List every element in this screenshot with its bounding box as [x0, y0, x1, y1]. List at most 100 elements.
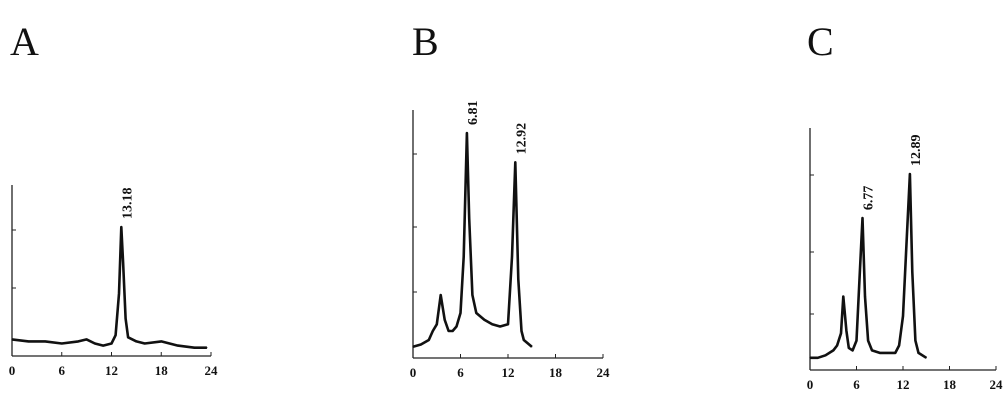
trace-point	[124, 317, 127, 320]
chromatogram-trace	[11, 225, 207, 349]
x-tick-label: 24	[205, 363, 219, 378]
trace-point	[94, 342, 96, 345]
trace-point	[483, 319, 485, 321]
trace-point	[879, 352, 881, 354]
panel-label-b: B	[412, 19, 439, 64]
trace-point	[120, 226, 122, 228]
x-tick-label: 0	[410, 365, 417, 380]
trace-point	[499, 325, 501, 328]
x-tick-label: 18	[549, 365, 563, 380]
x-tick-label: 18	[943, 377, 957, 392]
trace-point	[914, 340, 917, 342]
trace-point	[911, 271, 913, 273]
trace-point	[491, 323, 493, 325]
trace-point	[436, 323, 438, 325]
trace-point	[206, 347, 208, 349]
trace-point	[468, 217, 470, 220]
trace-point	[517, 278, 519, 280]
trace-point	[852, 349, 854, 351]
trace-point	[11, 338, 13, 340]
x-tick-label: 6	[853, 377, 860, 392]
peak-label: 12.92	[514, 123, 529, 155]
trace-point	[135, 340, 137, 343]
trace-point	[845, 330, 848, 332]
trace-point	[432, 330, 434, 332]
trace-point	[448, 330, 450, 332]
trace-point	[832, 349, 834, 351]
trace-point	[115, 334, 117, 336]
trace-point	[859, 276, 861, 278]
trace-point	[909, 173, 911, 175]
trace-point	[861, 217, 864, 219]
trace-point	[144, 342, 146, 345]
trace-point	[440, 294, 442, 296]
trace-point	[898, 344, 900, 347]
peak-label: 6.77	[862, 186, 877, 211]
peak-label: 12.89	[909, 135, 924, 167]
x-tick-label: 12	[897, 377, 910, 392]
trace-point	[455, 325, 458, 328]
trace-point	[420, 343, 422, 346]
trace-point	[925, 357, 927, 359]
trace-point	[444, 319, 446, 321]
trace-point	[902, 315, 904, 317]
trace-point	[514, 161, 516, 163]
trace-point	[193, 347, 196, 349]
trace-point	[102, 345, 104, 347]
x-tick-label: 6	[59, 363, 66, 378]
trace-point	[127, 336, 129, 338]
trace-point	[122, 261, 124, 263]
x-tick-label: 24	[597, 365, 611, 380]
trace-point	[855, 340, 858, 342]
trace-point	[867, 340, 869, 342]
trace-point	[61, 342, 63, 345]
trace-point	[507, 323, 509, 325]
trace-point	[86, 338, 88, 340]
x-tick-label: 12	[105, 363, 118, 378]
trace-point	[466, 132, 468, 134]
trace-point	[160, 340, 162, 343]
panel-label-a: A	[10, 19, 39, 64]
trace-point	[44, 340, 46, 343]
trace-point	[451, 330, 454, 332]
trace-point	[520, 330, 523, 332]
chromatogram-trace	[412, 131, 533, 349]
peak-label: 6.81	[466, 100, 481, 125]
x-tick-label: 0	[807, 377, 814, 392]
trace-point	[809, 357, 811, 359]
trace-point	[848, 347, 850, 349]
trace-point	[463, 256, 465, 258]
trace-point	[77, 340, 79, 343]
trace-point	[531, 346, 533, 348]
x-tick-label: 0	[9, 363, 16, 378]
trace-point	[27, 340, 30, 343]
trace-point	[840, 332, 842, 334]
trace-point	[511, 256, 513, 258]
trace-point	[906, 234, 908, 236]
trace-point	[428, 339, 430, 341]
x-tick-label: 6	[457, 365, 464, 380]
trace-point	[412, 346, 414, 348]
trace-point	[817, 357, 819, 359]
trace-point	[864, 295, 866, 298]
x-tick-label: 12	[502, 365, 515, 380]
trace-point	[177, 345, 179, 347]
trace-point	[110, 342, 113, 345]
trace-point	[894, 352, 896, 354]
peak-label: 13.18	[120, 188, 135, 220]
trace-point	[471, 294, 473, 296]
trace-point	[871, 349, 873, 351]
x-tick-label: 24	[990, 377, 1004, 392]
trace-point	[917, 352, 920, 354]
trace-point	[824, 354, 827, 356]
trace-point	[459, 312, 462, 314]
trace-point	[118, 293, 120, 295]
x-tick-label: 18	[155, 363, 169, 378]
trace-point	[475, 312, 477, 314]
trace-point	[842, 295, 844, 298]
trace-point	[836, 344, 838, 347]
trace-point	[523, 339, 525, 341]
panel-label-c: C	[807, 19, 834, 64]
